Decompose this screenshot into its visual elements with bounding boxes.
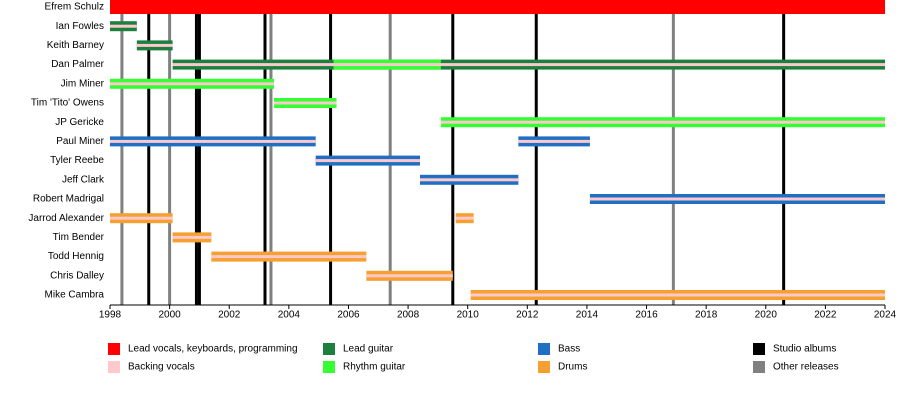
- member-label: Chris Dalley: [50, 270, 104, 281]
- member-label: Dan Palmer: [51, 59, 104, 70]
- backing-vocals-stripe: [420, 178, 519, 182]
- legend-label: Studio albums: [773, 344, 836, 355]
- backing-vocals-stripe: [110, 216, 173, 220]
- member-label: Todd Hennig: [48, 251, 104, 262]
- x-tick-label: 2012: [516, 310, 539, 321]
- member-label: Tim 'Tito' Owens: [31, 98, 104, 109]
- bar: [110, 0, 885, 14]
- legend-label: Backing vocals: [128, 362, 195, 373]
- legend-label: Bass: [558, 344, 580, 355]
- member-label: Ian Fowles: [56, 21, 104, 32]
- member-label: Robert Madrigal: [33, 194, 104, 205]
- member-label: Mike Cambra: [45, 290, 105, 301]
- backing-vocals-stripe: [172, 235, 212, 239]
- legend-swatch: [753, 361, 765, 373]
- member-label: Jeff Clark: [62, 174, 105, 185]
- legend-swatch: [108, 361, 120, 373]
- x-tick-label: 2020: [755, 310, 778, 321]
- backing-vocals-stripe: [172, 63, 885, 67]
- legend-swatch: [753, 343, 765, 355]
- legend-label: Drums: [558, 362, 587, 373]
- backing-vocals-stripe: [440, 120, 885, 124]
- x-tick-label: 2010: [457, 310, 480, 321]
- member-label: Keith Barney: [47, 40, 104, 51]
- member-label: Jarrod Alexander: [28, 213, 104, 224]
- backing-vocals-stripe: [470, 293, 885, 297]
- backing-vocals-stripe: [110, 24, 137, 28]
- member-label: Jim Miner: [61, 78, 105, 89]
- backing-vocals-stripe: [110, 139, 316, 143]
- backing-vocals-stripe: [110, 82, 274, 86]
- member-label: Paul Miner: [56, 136, 104, 147]
- x-tick-label: 2004: [278, 310, 301, 321]
- backing-vocals-stripe: [273, 101, 337, 105]
- legend-swatch: [323, 343, 335, 355]
- legend-swatch: [323, 361, 335, 373]
- backing-vocals-stripe: [211, 255, 367, 259]
- backing-vocals-stripe: [518, 139, 590, 143]
- legend-label: Lead guitar: [343, 344, 394, 355]
- member-label: Tyler Reebe: [50, 155, 104, 166]
- backing-vocals-stripe: [136, 43, 173, 47]
- member-label: Tim Bender: [53, 232, 105, 243]
- legend-swatch: [538, 361, 550, 373]
- x-tick-label: 2024: [874, 310, 897, 321]
- member-label: JP Gericke: [55, 117, 104, 128]
- x-tick-label: 2022: [814, 310, 837, 321]
- legend-swatch: [108, 343, 120, 355]
- backing-vocals-stripe: [366, 274, 453, 278]
- legend-label: Lead vocals, keyboards, programming: [128, 344, 298, 355]
- legend-swatch: [538, 343, 550, 355]
- legend-label: Rhythm guitar: [343, 362, 406, 373]
- x-tick-label: 1998: [99, 310, 122, 321]
- backing-vocals-stripe: [315, 159, 420, 163]
- backing-vocals-stripe: [455, 216, 474, 220]
- x-tick-label: 2018: [695, 310, 718, 321]
- x-tick-label: 2014: [576, 310, 599, 321]
- x-tick-label: 2002: [218, 310, 241, 321]
- backing-vocals-stripe: [589, 197, 885, 201]
- legend-label: Other releases: [773, 362, 839, 373]
- x-tick-label: 2006: [337, 310, 360, 321]
- member-label: Efrem Schulz: [45, 2, 104, 13]
- x-tick-label: 2000: [158, 310, 181, 321]
- x-tick-label: 2008: [397, 310, 420, 321]
- x-tick-label: 2016: [635, 310, 658, 321]
